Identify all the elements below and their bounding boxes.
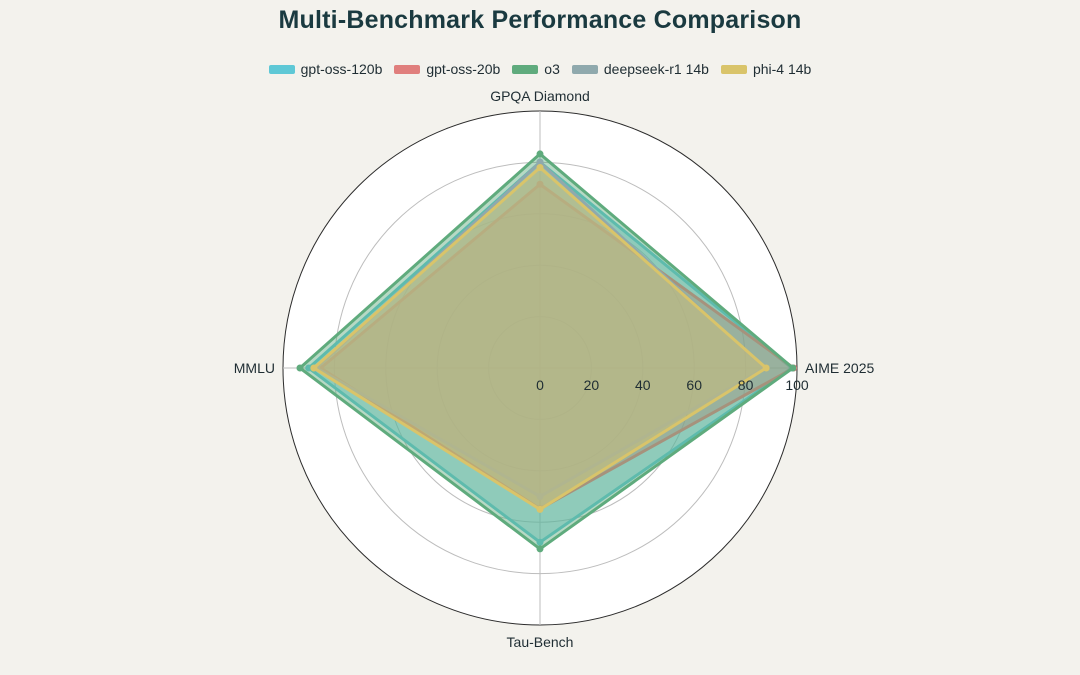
legend-swatch-o3 (512, 64, 539, 74)
legend-item-gpt-oss-120b[interactable]: gpt-oss-120b (268, 61, 383, 77)
data-point-phi-4-14b[interactable] (536, 164, 544, 172)
legend: gpt-oss-120b gpt-oss-20b o3 deepseek-r1 … (0, 61, 1080, 77)
legend-label: o3 (544, 61, 560, 77)
radial-tick-label: 60 (686, 377, 702, 393)
data-point-phi-4-14b[interactable] (310, 364, 318, 372)
radial-tick-label: 40 (635, 377, 651, 393)
data-point-o3[interactable] (536, 150, 544, 158)
data-point-deepseek-r1-14b[interactable] (536, 158, 544, 166)
legend-label: gpt-oss-120b (300, 61, 383, 77)
axis-label: Tau-Bench (507, 634, 574, 650)
data-point-o3[interactable] (296, 364, 304, 372)
legend-label: deepseek-r1 14b (603, 61, 709, 77)
axis-label: AIME 2025 (805, 360, 874, 376)
legend-item-phi-4-14b[interactable]: phi-4 14b (720, 61, 812, 77)
legend-swatch-gpt-oss-20b (394, 64, 421, 74)
legend-label: phi-4 14b (752, 61, 812, 77)
data-point-gpt-oss-120b[interactable] (536, 538, 544, 546)
data-point-gpt-oss-20b[interactable] (536, 180, 544, 188)
data-point-deepseek-r1-14b[interactable] (536, 493, 544, 500)
chart-title: Multi-Benchmark Performance Comparison (278, 6, 802, 34)
data-point-phi-4-14b[interactable] (536, 505, 544, 513)
data-point-o3[interactable] (789, 364, 797, 372)
radial-tick-label: 100 (785, 377, 809, 393)
radial-tick-label: 20 (584, 377, 600, 393)
legend-swatch-deepseek-r1-14b (571, 64, 598, 74)
axis-label: MMLU (234, 360, 275, 376)
data-point-gpt-oss-120b[interactable] (305, 364, 313, 372)
data-point-phi-4-14b[interactable] (762, 364, 770, 372)
legend-item-deepseek-r1-14b[interactable]: deepseek-r1 14b (571, 61, 709, 77)
radial-tick-label: 0 (536, 377, 544, 393)
legend-item-gpt-oss-20b[interactable]: gpt-oss-20b (394, 61, 500, 77)
radial-tick-label: 80 (738, 377, 754, 393)
legend-swatch-gpt-oss-120b (268, 64, 295, 74)
axis-label: GPQA Diamond (490, 88, 590, 104)
legend-swatch-phi-4-14b (720, 64, 747, 74)
legend-item-o3[interactable]: o3 (512, 61, 560, 77)
data-point-o3[interactable] (536, 545, 544, 553)
legend-label: gpt-oss-20b (426, 61, 501, 77)
